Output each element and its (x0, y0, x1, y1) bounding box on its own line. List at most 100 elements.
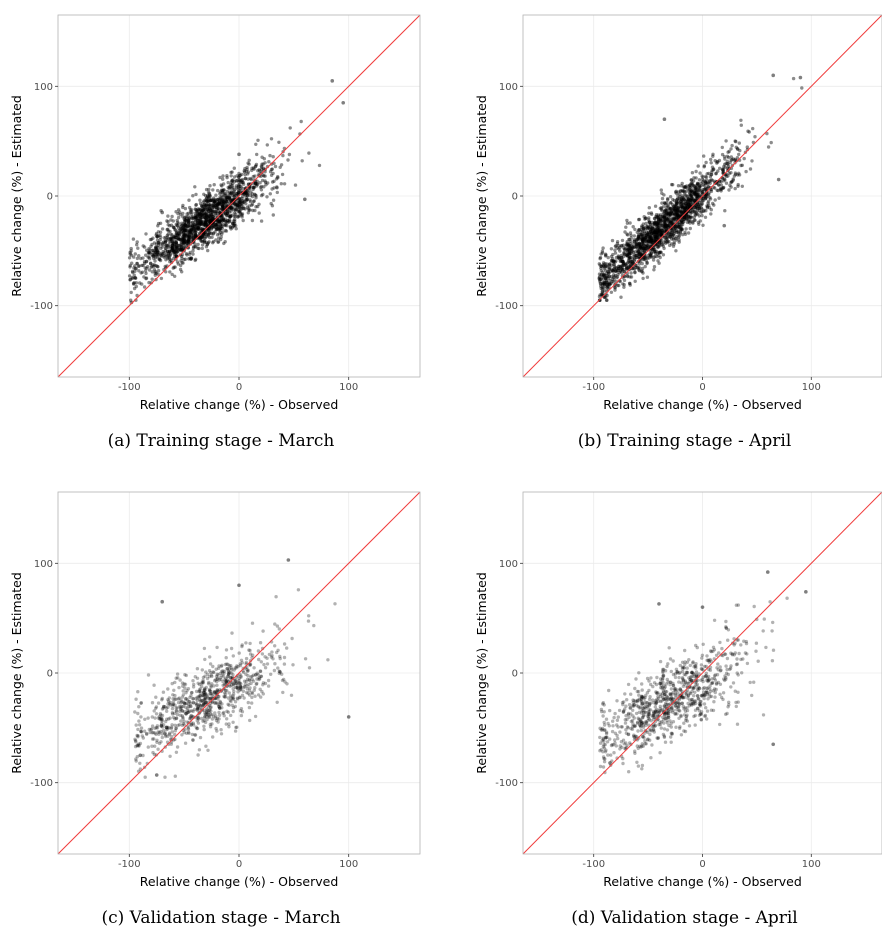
data-point (734, 700, 738, 705)
data-point (282, 642, 287, 646)
data-point (698, 184, 702, 188)
data-point (203, 215, 207, 219)
data-point (678, 228, 683, 232)
data-point (673, 222, 677, 227)
data-point (202, 697, 207, 702)
data-point (676, 226, 680, 230)
data-point (182, 682, 186, 686)
data-point (756, 659, 760, 663)
data-point (648, 729, 652, 733)
data-point (165, 249, 170, 254)
data-point (671, 204, 676, 208)
data-point (208, 230, 212, 234)
data-point (204, 245, 209, 249)
data-point (676, 705, 681, 710)
data-point (171, 700, 176, 704)
data-point (665, 216, 669, 221)
data-point (617, 270, 621, 275)
data-point (646, 245, 651, 250)
data-point (657, 253, 661, 258)
data-point (696, 685, 701, 690)
data-point (644, 216, 648, 220)
data-point (245, 193, 249, 198)
data-point (223, 201, 227, 205)
data-point (654, 215, 659, 219)
data-point (664, 716, 668, 720)
data-point (660, 218, 664, 223)
data-point (675, 209, 680, 213)
data-point (162, 704, 166, 709)
data-point (211, 670, 215, 674)
data-point (159, 246, 163, 251)
data-point (217, 232, 221, 236)
data-point (646, 226, 650, 230)
data-point (174, 246, 178, 250)
data-point (684, 216, 689, 221)
data-point (679, 220, 683, 225)
data-point (217, 201, 221, 205)
data-point (250, 677, 254, 682)
data-point (202, 203, 206, 207)
data-point (695, 181, 700, 185)
data-point (642, 246, 646, 251)
data-point (193, 216, 197, 220)
data-point (231, 673, 235, 677)
data-point (160, 707, 165, 711)
data-point (640, 237, 645, 242)
data-point (245, 197, 249, 202)
data-point (226, 669, 231, 673)
data-point (637, 671, 641, 675)
data-point (702, 208, 706, 212)
data-point (221, 191, 225, 195)
data-point (652, 713, 656, 717)
data-point (248, 648, 252, 653)
data-point (658, 213, 663, 217)
data-point (179, 246, 183, 250)
x-tick-label: -100 (118, 859, 141, 870)
data-point (237, 197, 241, 201)
data-point (160, 719, 164, 724)
data-point (649, 239, 653, 243)
data-point (174, 254, 178, 258)
data-point (700, 202, 704, 206)
data-point (189, 228, 194, 232)
data-point (716, 662, 720, 666)
data-point (200, 704, 205, 708)
data-point (600, 290, 604, 294)
data-point (170, 681, 174, 686)
data-point (224, 220, 228, 224)
data-point (600, 285, 605, 290)
data-point (282, 677, 286, 682)
data-point (700, 174, 704, 178)
data-point (627, 770, 631, 774)
data-point (221, 711, 225, 716)
data-point (255, 182, 259, 186)
data-point (688, 204, 692, 208)
data-point (652, 246, 656, 250)
data-point (636, 249, 641, 253)
data-point (269, 167, 274, 172)
data-point (665, 698, 669, 702)
data-point (170, 236, 175, 241)
data-point (211, 188, 215, 192)
data-point (711, 154, 715, 158)
data-point (172, 243, 176, 247)
data-point (637, 252, 642, 256)
data-point (656, 225, 660, 230)
data-point (665, 233, 669, 237)
data-point (215, 222, 219, 226)
data-point (229, 190, 234, 194)
data-point (242, 170, 247, 174)
data-point (631, 250, 636, 255)
data-point (674, 207, 678, 211)
data-point (184, 228, 188, 233)
data-point (640, 688, 644, 692)
data-point (187, 221, 191, 225)
data-point (174, 726, 178, 731)
data-point (649, 253, 653, 258)
data-point (599, 273, 603, 277)
data-point (664, 221, 668, 225)
data-point (225, 201, 229, 205)
data-point (693, 198, 697, 202)
data-point (663, 219, 667, 223)
